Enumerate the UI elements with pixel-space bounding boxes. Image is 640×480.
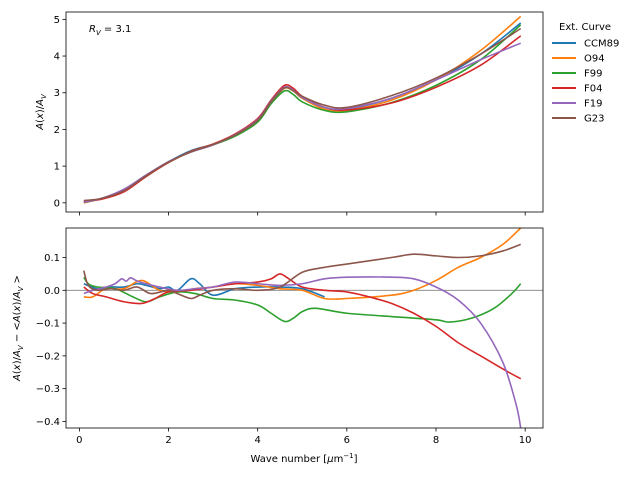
bottom-plot-area — [66, 228, 543, 428]
legend-item-o94: O94 — [552, 54, 605, 65]
legend-label: F19 — [584, 99, 602, 110]
bottom-ytick-label: 0.0 — [44, 286, 60, 297]
bottom-xtick-label: 2 — [165, 435, 171, 446]
rv-annotation: RV = 3.1 — [89, 24, 131, 37]
bottom-ytick-label: 0.1 — [44, 253, 60, 264]
bottom-xtick-label: 6 — [344, 435, 350, 446]
bottom-ytick-label: −0.1 — [36, 319, 60, 330]
legend-item-f99: F99 — [552, 69, 602, 80]
top-ylabel: A(x)/AV — [35, 93, 48, 131]
bottom-ytick-label: −0.4 — [36, 417, 60, 428]
legend-label: F99 — [584, 69, 602, 80]
top-ytick-label: 0 — [54, 198, 60, 209]
top-line-g23 — [83, 27, 522, 202]
bottom-frame — [65, 227, 544, 429]
bottom-line-f99 — [83, 276, 522, 323]
legend: Ext. Curve CCM89 O94 F99 F04 F19 G23 — [552, 22, 619, 125]
bottom-xtick-label: 8 — [433, 435, 439, 446]
bottom-axes: 0 2 4 6 8 10 0.1 0.0 −0.1 −0.2 −0.3 −0.4 — [36, 253, 532, 446]
bottom-panel: 0 2 4 6 8 10 0.1 0.0 −0.1 −0.2 −0.3 −0.4 A(x)/AV − … — [12, 227, 544, 465]
bottom-xtick-label: 4 — [255, 435, 261, 446]
bottom-xtick-label: 10 — [519, 435, 532, 446]
bottom-ylabel: A(x)/AV − <A(x)/AV > — [12, 275, 25, 382]
top-ytick-label: 2 — [54, 125, 60, 136]
legend-label: O94 — [584, 54, 605, 65]
top-ytick-label: 4 — [54, 52, 60, 63]
bottom-series-group — [66, 228, 543, 428]
legend-label: CCM89 — [584, 39, 619, 50]
bottom-line-g23 — [83, 243, 521, 300]
top-ytick-label: 1 — [54, 162, 60, 173]
legend-item-f04: F04 — [552, 84, 602, 95]
legend-title: Ext. Curve — [559, 22, 611, 33]
bottom-line-o94 — [83, 228, 522, 301]
top-series-group — [83, 15, 522, 204]
bottom-xtick-label: 0 — [76, 435, 82, 446]
top-line-ccm89 — [83, 22, 522, 204]
legend-items: CCM89 O94 F99 F04 F19 G23 — [552, 39, 619, 125]
top-ytick-label: 5 — [54, 15, 60, 26]
bottom-line-f19 — [83, 276, 522, 428]
top-line-f04 — [83, 35, 522, 202]
legend-label: G23 — [584, 114, 604, 125]
top-frame — [65, 11, 544, 213]
bottom-ytick-label: −0.2 — [36, 351, 60, 362]
top-ytick-label: 3 — [54, 88, 60, 99]
legend-item-ccm89: CCM89 — [552, 39, 619, 50]
legend-item-f19: F19 — [552, 99, 602, 110]
top-line-f99 — [83, 24, 522, 203]
bottom-line-f04 — [83, 273, 522, 380]
bottom-xlabel: Wave number [μm−1] — [250, 452, 357, 465]
top-line-f19 — [83, 42, 522, 203]
top-axes: 0 1 2 3 4 5 — [54, 15, 526, 216]
top-plot-area — [83, 15, 522, 204]
top-panel: 0 1 2 3 4 5 RV = 3.1 A(x)/AV — [35, 11, 544, 216]
bottom-ytick-label: −0.3 — [36, 384, 60, 395]
legend-item-g23: G23 — [552, 114, 604, 125]
legend-label: F04 — [584, 84, 602, 95]
